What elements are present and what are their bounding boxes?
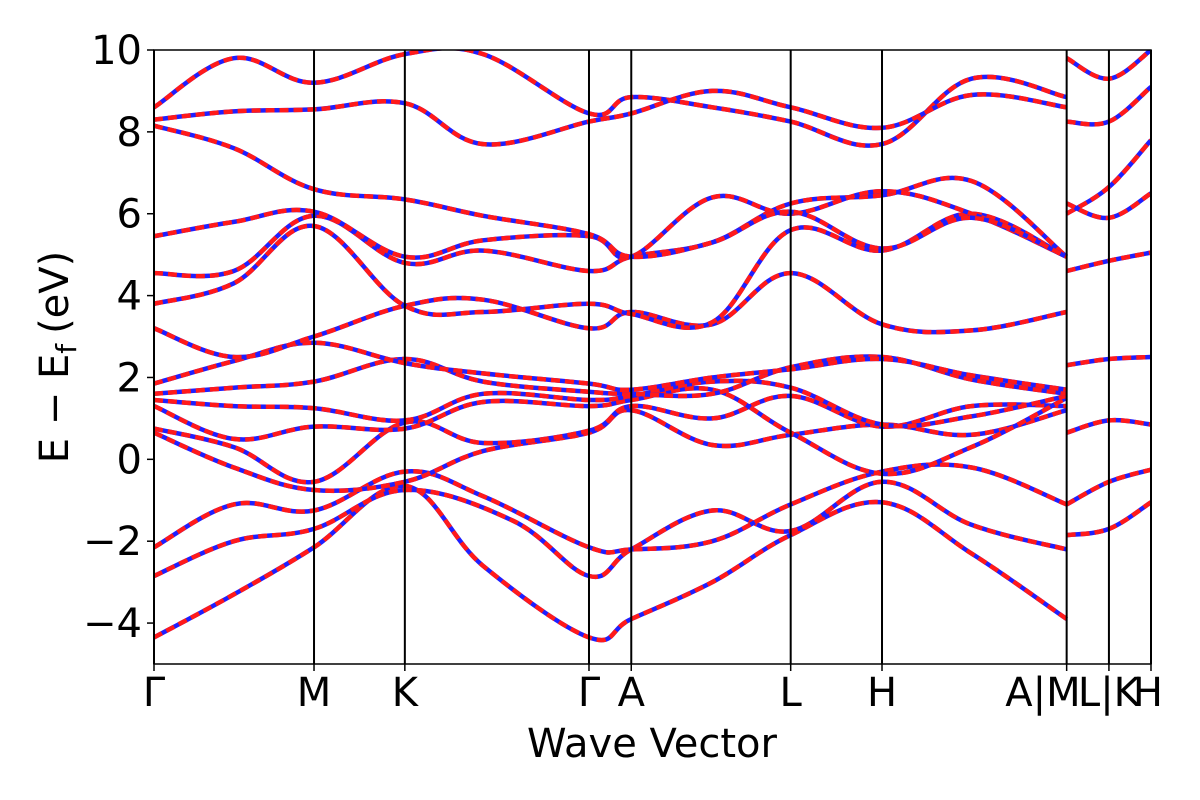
y-tick-label: 4 [117,274,142,320]
y-tick-label: 6 [117,192,142,238]
x-tick-label: L|K [1078,670,1142,716]
y-tick-label: 0 [117,437,142,483]
y-tick-label: −4 [83,601,142,647]
band-line-dashed-14 [154,50,1068,148]
x-tick-label: L [780,670,803,716]
band-line-dashed-8 [154,340,1068,393]
x-tick-label: H [867,670,897,716]
y-axis-title-subscript: f [50,343,83,354]
x-tick-label: K [392,670,420,716]
band-line-dashed-9 [154,270,1068,360]
y-tick-label: −2 [83,519,142,565]
y-tick-label: 2 [117,355,142,401]
x-axis: Γ M K Γ A L H A|ML|KH [143,664,1163,716]
y-axis-title-unit: (eV) [32,251,78,334]
band-line-dashed-2 [154,462,1068,555]
x-tick-label: A|M [1005,670,1080,716]
x-tick-label: H [1133,670,1163,716]
x-tick-label: A [618,670,646,716]
band-line-dashed-13 [154,123,1068,260]
y-axis-title-main: E − E [32,354,78,464]
band-line-dashed-11 [154,175,1069,279]
y-tick-label: 10 [91,28,142,74]
x-tick-label: Γ [143,670,166,716]
band-line-dashed-1 [154,479,1068,580]
band-line-dashed-5 [154,386,1068,477]
y-axis-title: E − Ef (eV) [32,251,83,464]
x-axis-title: Wave Vector [527,721,778,767]
y-tick-label: 8 [117,110,142,156]
x-tick-label: Γ [578,670,601,716]
y-axis: −4 −2 0 2 4 6 8 10 [83,28,154,647]
plot-frame [153,49,1152,665]
x-tick-label: M [297,670,332,716]
